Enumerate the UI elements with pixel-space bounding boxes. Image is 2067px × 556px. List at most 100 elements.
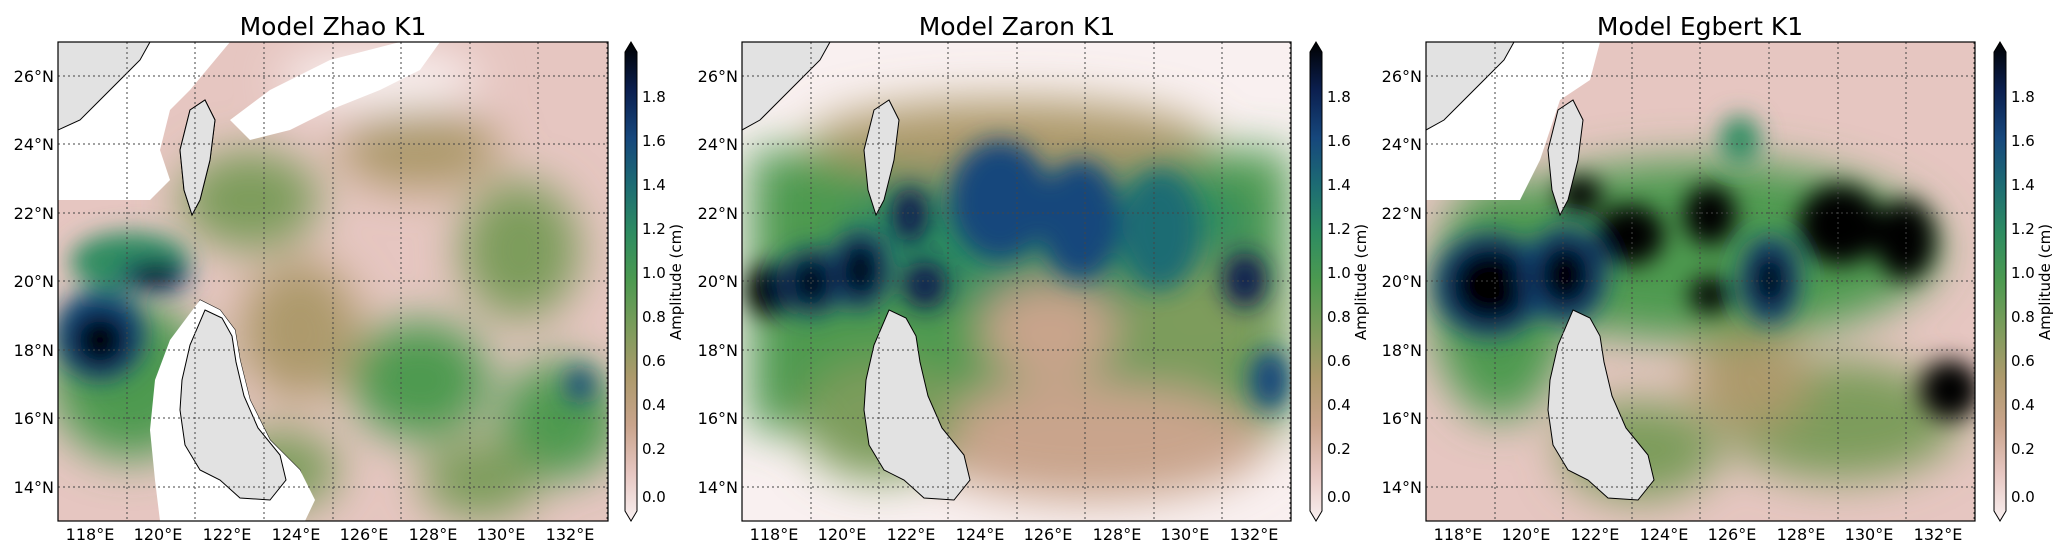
y-tick-label: 18°N: [14, 341, 54, 360]
masked-region: [230, 42, 440, 140]
colorbar-tick-label: 1.4: [642, 176, 666, 194]
colorbar-tick-label: 0.0: [2011, 488, 2035, 506]
y-tick-label: 18°N: [698, 341, 738, 360]
x-tick-label: 122°E: [1571, 525, 1620, 544]
x-tick-label: 120°E: [134, 525, 183, 544]
panel-zhao: Model Zhao K1: [14, 12, 685, 544]
colorbar-tick-label: 1.0: [1327, 264, 1351, 282]
y-tick-label: 22°N: [698, 204, 738, 223]
x-tick-label: 124°E: [1640, 525, 1689, 544]
colorbar-tick-label: 1.0: [642, 264, 666, 282]
x-tick-label: 118°E: [66, 525, 115, 544]
colorbar-tick-label: 0.2: [1327, 440, 1351, 458]
x-tick-label: 132°E: [546, 525, 595, 544]
y-tick-label: 24°N: [1382, 135, 1422, 154]
colorbar-tick-label: 0.4: [2011, 396, 2035, 414]
colorbar-tick-label: 0.6: [1327, 352, 1351, 370]
y-tick-labels: 26°N 24°N 22°N 20°N 18°N 16°N 14°N: [1382, 67, 1422, 497]
colorbar-tick-label: 1.6: [2011, 132, 2035, 150]
colorbar-bar: [1309, 41, 1323, 522]
y-tick-labels: 26°N 24°N 22°N 20°N 18°N 16°N 14°N: [698, 67, 738, 497]
colorbar-tick-label: 1.2: [2011, 220, 2035, 238]
colorbar: 1.8 1.6 1.4 1.2 1.0 0.8 0.6 0.4 0.2 0.0 …: [1993, 41, 2054, 522]
colorbar-tick-label: 0.2: [642, 440, 666, 458]
y-tick-label: 18°N: [1382, 341, 1422, 360]
colorbar-bar: [624, 41, 638, 522]
x-tick-labels: 118°E 120°E 122°E 124°E 126°E 128°E 130°…: [750, 525, 1279, 544]
colorbar-tick-label: 0.0: [642, 488, 666, 506]
x-tick-label: 126°E: [1708, 525, 1757, 544]
y-tick-label: 16°N: [14, 409, 54, 428]
x-tick-label: 130°E: [477, 525, 526, 544]
y-tick-label: 14°N: [1382, 478, 1422, 497]
colorbar-tick-label: 0.6: [642, 352, 666, 370]
x-tick-label: 124°E: [956, 525, 1005, 544]
y-tick-label: 22°N: [14, 204, 54, 223]
colorbar-tick-label: 1.8: [1327, 88, 1351, 106]
colorbar-label: Amplitude (cm): [1352, 224, 1370, 340]
colorbar-label: Amplitude (cm): [667, 224, 685, 340]
y-tick-label: 16°N: [698, 409, 738, 428]
y-tick-label: 26°N: [14, 67, 54, 86]
amplitude-field: [58, 42, 608, 521]
colorbar-tick-label: 1.8: [2011, 88, 2035, 106]
x-tick-label: 132°E: [1230, 525, 1279, 544]
y-tick-label: 16°N: [1382, 409, 1422, 428]
colorbar: 1.8 1.6 1.4 1.2 1.0 0.8 0.6 0.4 0.2 0.0 …: [1309, 41, 1370, 522]
colorbar-tick-label: 0.4: [1327, 396, 1351, 414]
colorbar-tick-label: 0.8: [2011, 308, 2035, 326]
x-tick-label: 118°E: [1434, 525, 1483, 544]
x-tick-labels: 118°E 120°E 122°E 124°E 126°E 128°E 130°…: [1434, 525, 1963, 544]
colorbar-tick-label: 1.2: [642, 220, 666, 238]
x-tick-label: 128°E: [1777, 525, 1826, 544]
y-tick-labels: 26°N 24°N 22°N 20°N 18°N 16°N 14°N: [14, 67, 54, 497]
colorbar-tick-label: 0.0: [1327, 488, 1351, 506]
x-tick-label: 120°E: [1502, 525, 1551, 544]
panel-zaron: Model Zaron K1: [698, 12, 1370, 544]
y-tick-label: 22°N: [1382, 204, 1422, 223]
y-tick-label: 14°N: [698, 478, 738, 497]
y-tick-label: 26°N: [698, 67, 738, 86]
x-tick-label: 124°E: [272, 525, 321, 544]
colorbar-tick-label: 1.4: [1327, 176, 1351, 194]
x-tick-label: 120°E: [818, 525, 867, 544]
panel-title: Model Egbert K1: [1597, 12, 1803, 41]
x-tick-labels: 118°E 120°E 122°E 124°E 126°E 128°E 130°…: [66, 525, 595, 544]
amplitude-field: [1426, 42, 1975, 521]
masked-region: [58, 42, 230, 200]
colorbar-tick-label: 0.6: [2011, 352, 2035, 370]
colorbar-bar: [1993, 41, 2007, 522]
colorbar-tick-label: 1.6: [1327, 132, 1351, 150]
x-tick-label: 130°E: [1161, 525, 1210, 544]
colorbar-tick-label: 1.6: [642, 132, 666, 150]
colorbar-tick-label: 1.2: [1327, 220, 1351, 238]
x-tick-label: 130°E: [1845, 525, 1894, 544]
panel-egbert: Model Egbert K1: [1382, 12, 2054, 544]
x-tick-label: 132°E: [1914, 525, 1963, 544]
y-tick-label: 24°N: [14, 135, 54, 154]
panel-title: Model Zaron K1: [919, 12, 1116, 41]
y-tick-label: 14°N: [14, 478, 54, 497]
colorbar-tick-label: 1.4: [2011, 176, 2035, 194]
colorbar-tick-label: 1.0: [2011, 264, 2035, 282]
colorbar-tick-label: 0.8: [1327, 308, 1351, 326]
x-tick-label: 128°E: [1093, 525, 1142, 544]
colorbar-tick-label: 1.8: [642, 88, 666, 106]
x-tick-label: 122°E: [203, 525, 252, 544]
x-tick-label: 126°E: [340, 525, 389, 544]
x-tick-label: 118°E: [750, 525, 799, 544]
colorbar-tick-label: 0.4: [642, 396, 666, 414]
colorbar-tick-label: 0.8: [642, 308, 666, 326]
colorbar-tick-label: 0.2: [2011, 440, 2035, 458]
y-tick-label: 20°N: [14, 272, 54, 291]
y-tick-label: 24°N: [698, 135, 738, 154]
panel-title: Model Zhao K1: [240, 12, 427, 41]
colorbar-label: Amplitude (cm): [2036, 224, 2054, 340]
y-tick-label: 20°N: [1382, 272, 1422, 291]
amplitude-field: [742, 42, 1291, 521]
x-tick-label: 126°E: [1024, 525, 1073, 544]
y-tick-label: 26°N: [1382, 67, 1422, 86]
x-tick-label: 122°E: [887, 525, 936, 544]
colorbar: 1.8 1.6 1.4 1.2 1.0 0.8 0.6 0.4 0.2 0.0 …: [624, 41, 685, 522]
